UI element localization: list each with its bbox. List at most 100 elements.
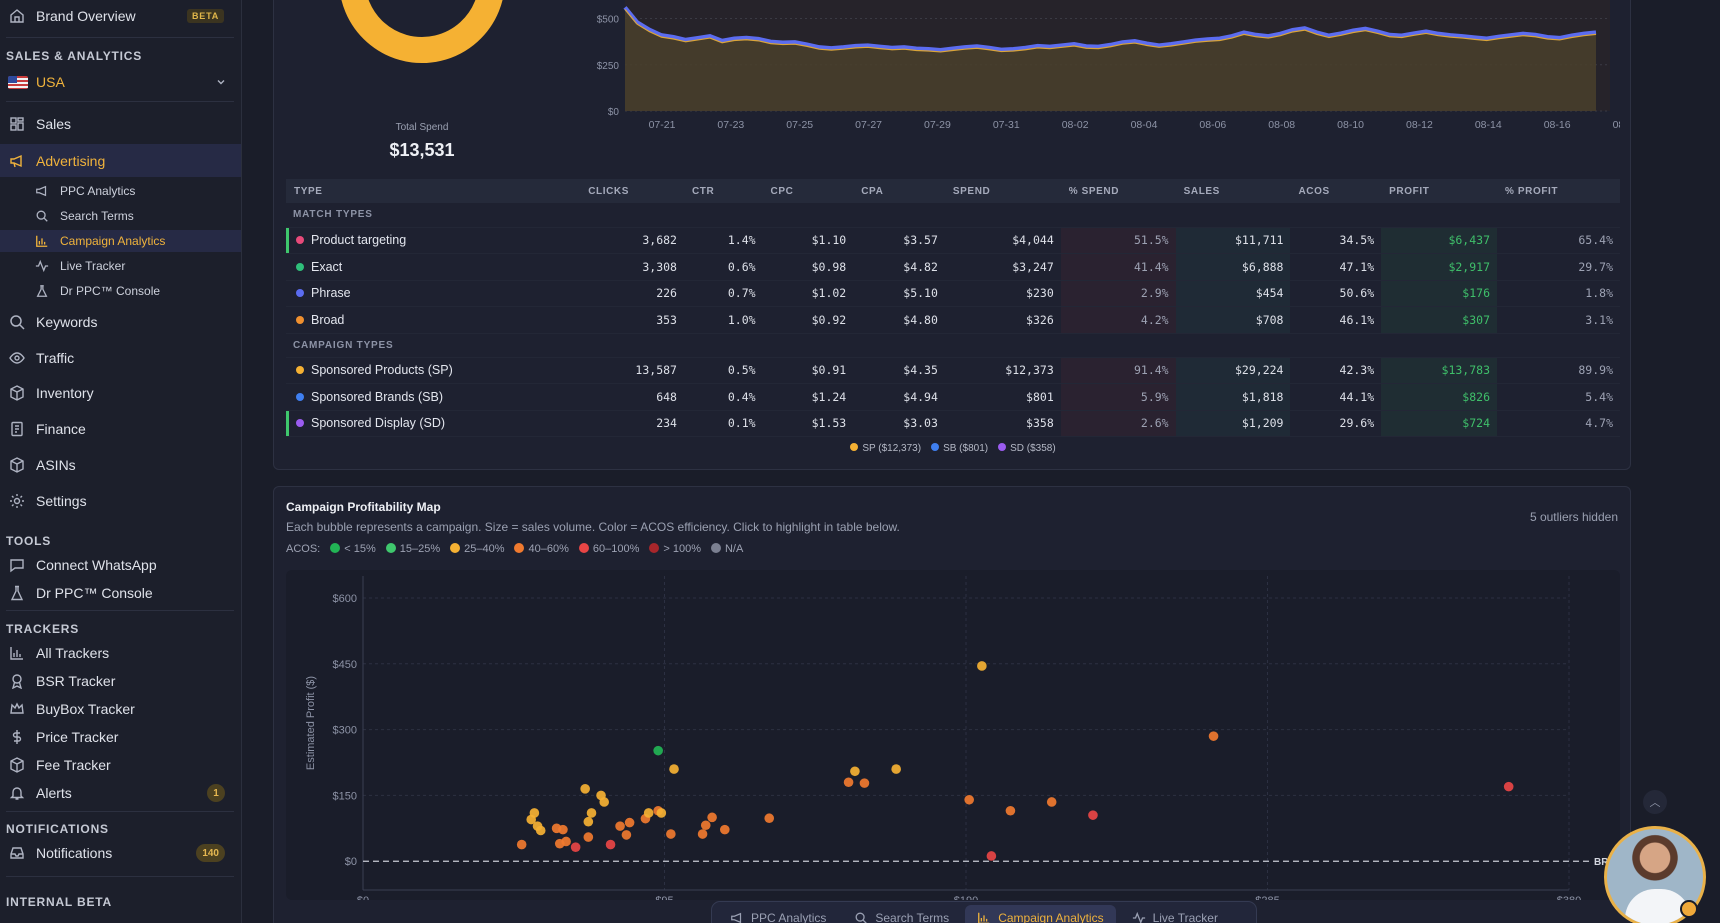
sidebar-item-campaign-analytics[interactable]: Campaign Analytics — [0, 230, 241, 252]
column-header-profit[interactable]: PROFIT — [1381, 179, 1497, 203]
campaign-bubble[interactable] — [1005, 805, 1016, 816]
campaign-bubble[interactable] — [586, 808, 597, 818]
table-row[interactable]: Broad 353 1.0% $0.92 $4.80 $326 4.2% $708 46.1% $… — [286, 306, 1620, 334]
campaign-bubble[interactable] — [859, 778, 870, 788]
acos-legend-dot — [330, 543, 341, 553]
campaign-bubble[interactable] — [1503, 781, 1514, 792]
campaign-bubble[interactable] — [558, 824, 568, 835]
cell-clicks: 648 — [580, 383, 684, 411]
sidebar-item-alerts[interactable]: Alerts 1 — [0, 782, 241, 804]
table-row[interactable]: Sponsored Display (SD) 234 0.1% $1.53 $3.03 $… — [286, 410, 1620, 437]
acos-legend-item: N/A — [710, 543, 743, 555]
campaign-bubble[interactable] — [1088, 810, 1098, 820]
campaign-bubble[interactable] — [669, 764, 679, 774]
campaign-bubble[interactable] — [850, 766, 860, 777]
campaign-bubble[interactable] — [624, 817, 635, 828]
table-row[interactable]: Exact 3,308 0.6% $0.98 $4.82 $3,247 41.4% $6,88… — [286, 253, 1620, 281]
tab-live-tracker[interactable]: Live Tracker — [1120, 905, 1230, 923]
donut-slice-sp[interactable] — [341, 0, 503, 63]
campaign-type-table: TYPE CLICKS CTR CPC CPA SPEND% SPEND SALES ACOS… — [286, 179, 1620, 437]
sidebar-item-settings[interactable]: Settings — [0, 489, 241, 513]
campaign-bubble[interactable] — [697, 829, 708, 839]
scroll-up-button[interactable]: ︿ — [1643, 790, 1667, 814]
tab-label: PPC Analytics — [751, 911, 827, 923]
campaign-bubble[interactable] — [700, 820, 711, 831]
cell-pprofit: 4.7% — [1497, 410, 1620, 437]
cell-ctr: 1.4% — [683, 227, 763, 254]
column-header-cpc[interactable]: CPC — [762, 179, 854, 203]
cell-cpc: $0.92 — [762, 306, 854, 334]
campaign-bubble[interactable] — [583, 832, 594, 842]
campaign-bubble[interactable] — [615, 821, 625, 831]
sidebar-item-ppc-analytics[interactable]: PPC Analytics — [0, 181, 241, 201]
tab-campaign-analytics[interactable]: Campaign Analytics — [965, 905, 1116, 923]
tab-ppc-analytics[interactable]: PPC Analytics — [718, 905, 838, 923]
sidebar-item-traffic[interactable]: Traffic — [0, 346, 241, 370]
campaign-bubble[interactable] — [764, 813, 775, 824]
country-selector[interactable]: USA — [0, 72, 241, 92]
assistant-avatar[interactable] — [1604, 826, 1706, 923]
sidebar-item-sales[interactable]: Sales — [0, 110, 241, 138]
campaign-bubble[interactable] — [1046, 797, 1057, 807]
sidebar-item-price-tracker[interactable]: Price Tracker — [0, 726, 241, 748]
sidebar-item-asins[interactable]: ASINs — [0, 453, 241, 477]
sidebar-item-dr-ppc-console[interactable]: Dr PPC™ Console — [0, 281, 241, 301]
campaign-bubble[interactable] — [583, 816, 594, 827]
column-header-profit[interactable]: % PROFIT — [1497, 179, 1620, 203]
column-header-sales[interactable]: SALES — [1175, 179, 1291, 203]
sidebar-item-live-tracker[interactable]: Live Tracker — [0, 256, 241, 276]
campaign-bubble[interactable] — [561, 836, 571, 847]
column-header-spend[interactable]: % SPEND — [1060, 179, 1176, 203]
campaign-bubble[interactable] — [707, 812, 717, 823]
column-header-ctr[interactable]: CTR — [683, 179, 763, 203]
column-header-type[interactable]: TYPE — [286, 179, 581, 203]
sidebar-item-tools-dr-ppc-console[interactable]: Dr PPC™ Console — [0, 582, 241, 604]
column-header-spend[interactable]: SPEND — [944, 179, 1061, 203]
campaign-bubble[interactable] — [1208, 731, 1219, 741]
column-header-clicks[interactable]: CLICKS — [580, 179, 684, 203]
campaign-bubble[interactable] — [653, 745, 663, 756]
sidebar-item-buybox-tracker[interactable]: BuyBox Tracker — [0, 698, 241, 720]
table-row[interactable]: Product targeting 3,682 1.4% $1.10 $3.57 $4,0… — [286, 227, 1620, 254]
column-header-cpa[interactable]: CPA — [853, 179, 945, 203]
sidebar-item-bsr-tracker[interactable]: BSR Tracker — [0, 670, 241, 692]
sidebar-item-brand-overview[interactable]: Brand Overview BETA — [0, 4, 241, 28]
sidebar-item-inventory[interactable]: Inventory — [0, 381, 241, 405]
sidebar-item-keywords[interactable]: Keywords — [0, 310, 241, 334]
search-icon — [854, 911, 868, 923]
campaign-bubble[interactable] — [977, 661, 987, 671]
campaign-bubble[interactable] — [599, 797, 609, 807]
campaign-bubble[interactable] — [891, 764, 901, 774]
campaign-bubble[interactable] — [605, 839, 616, 850]
cell-sales: $6,888 — [1175, 253, 1291, 281]
acos-legend-dot — [450, 543, 461, 553]
sidebar-item-search-terms[interactable]: Search Terms — [0, 206, 241, 226]
tab-search-terms[interactable]: Search Terms — [842, 905, 961, 923]
sidebar-item-notifications[interactable]: Notifications 140 — [0, 842, 241, 864]
campaign-bubble[interactable] — [570, 842, 581, 852]
campaign-bubble[interactable] — [720, 824, 730, 835]
column-header-acos[interactable]: ACOS — [1290, 179, 1382, 203]
table-row[interactable]: Phrase 226 0.7% $1.02 $5.10 $230 2.9% $454 50.6%… — [286, 280, 1620, 307]
campaign-bubble[interactable] — [535, 825, 546, 836]
campaign-bubble[interactable] — [580, 784, 590, 794]
table-row[interactable]: Sponsored Products (SP) 13,587 0.5% $0.91 $4… — [286, 357, 1620, 384]
campaign-bubble[interactable] — [986, 851, 997, 861]
inbox-icon — [8, 844, 26, 862]
sidebar-item-fee-tracker[interactable]: Fee Tracker — [0, 754, 241, 776]
sidebar-item-advertising[interactable]: Advertising — [0, 144, 241, 177]
campaign-bubble[interactable] — [843, 777, 854, 788]
campaign-bubble[interactable] — [656, 808, 667, 818]
campaign-bubble[interactable] — [964, 794, 974, 805]
campaign-bubble[interactable] — [666, 829, 676, 839]
campaign-bubble[interactable] — [621, 830, 632, 840]
cell-cpa: $5.10 — [853, 280, 945, 307]
cell-sales: $1,209 — [1175, 410, 1291, 437]
sidebar-item-finance[interactable]: Finance — [0, 417, 241, 441]
campaign-bubble[interactable] — [516, 839, 527, 850]
table-row[interactable]: Sponsored Brands (SB) 648 0.4% $1.24 $4.94 $8… — [286, 383, 1620, 411]
sidebar-item-connect-whatsapp[interactable]: Connect WhatsApp — [0, 554, 241, 576]
campaign-bubble[interactable] — [526, 814, 537, 825]
campaign-bubble[interactable] — [643, 808, 654, 818]
sidebar-item-all-trackers[interactable]: All Trackers — [0, 642, 241, 664]
